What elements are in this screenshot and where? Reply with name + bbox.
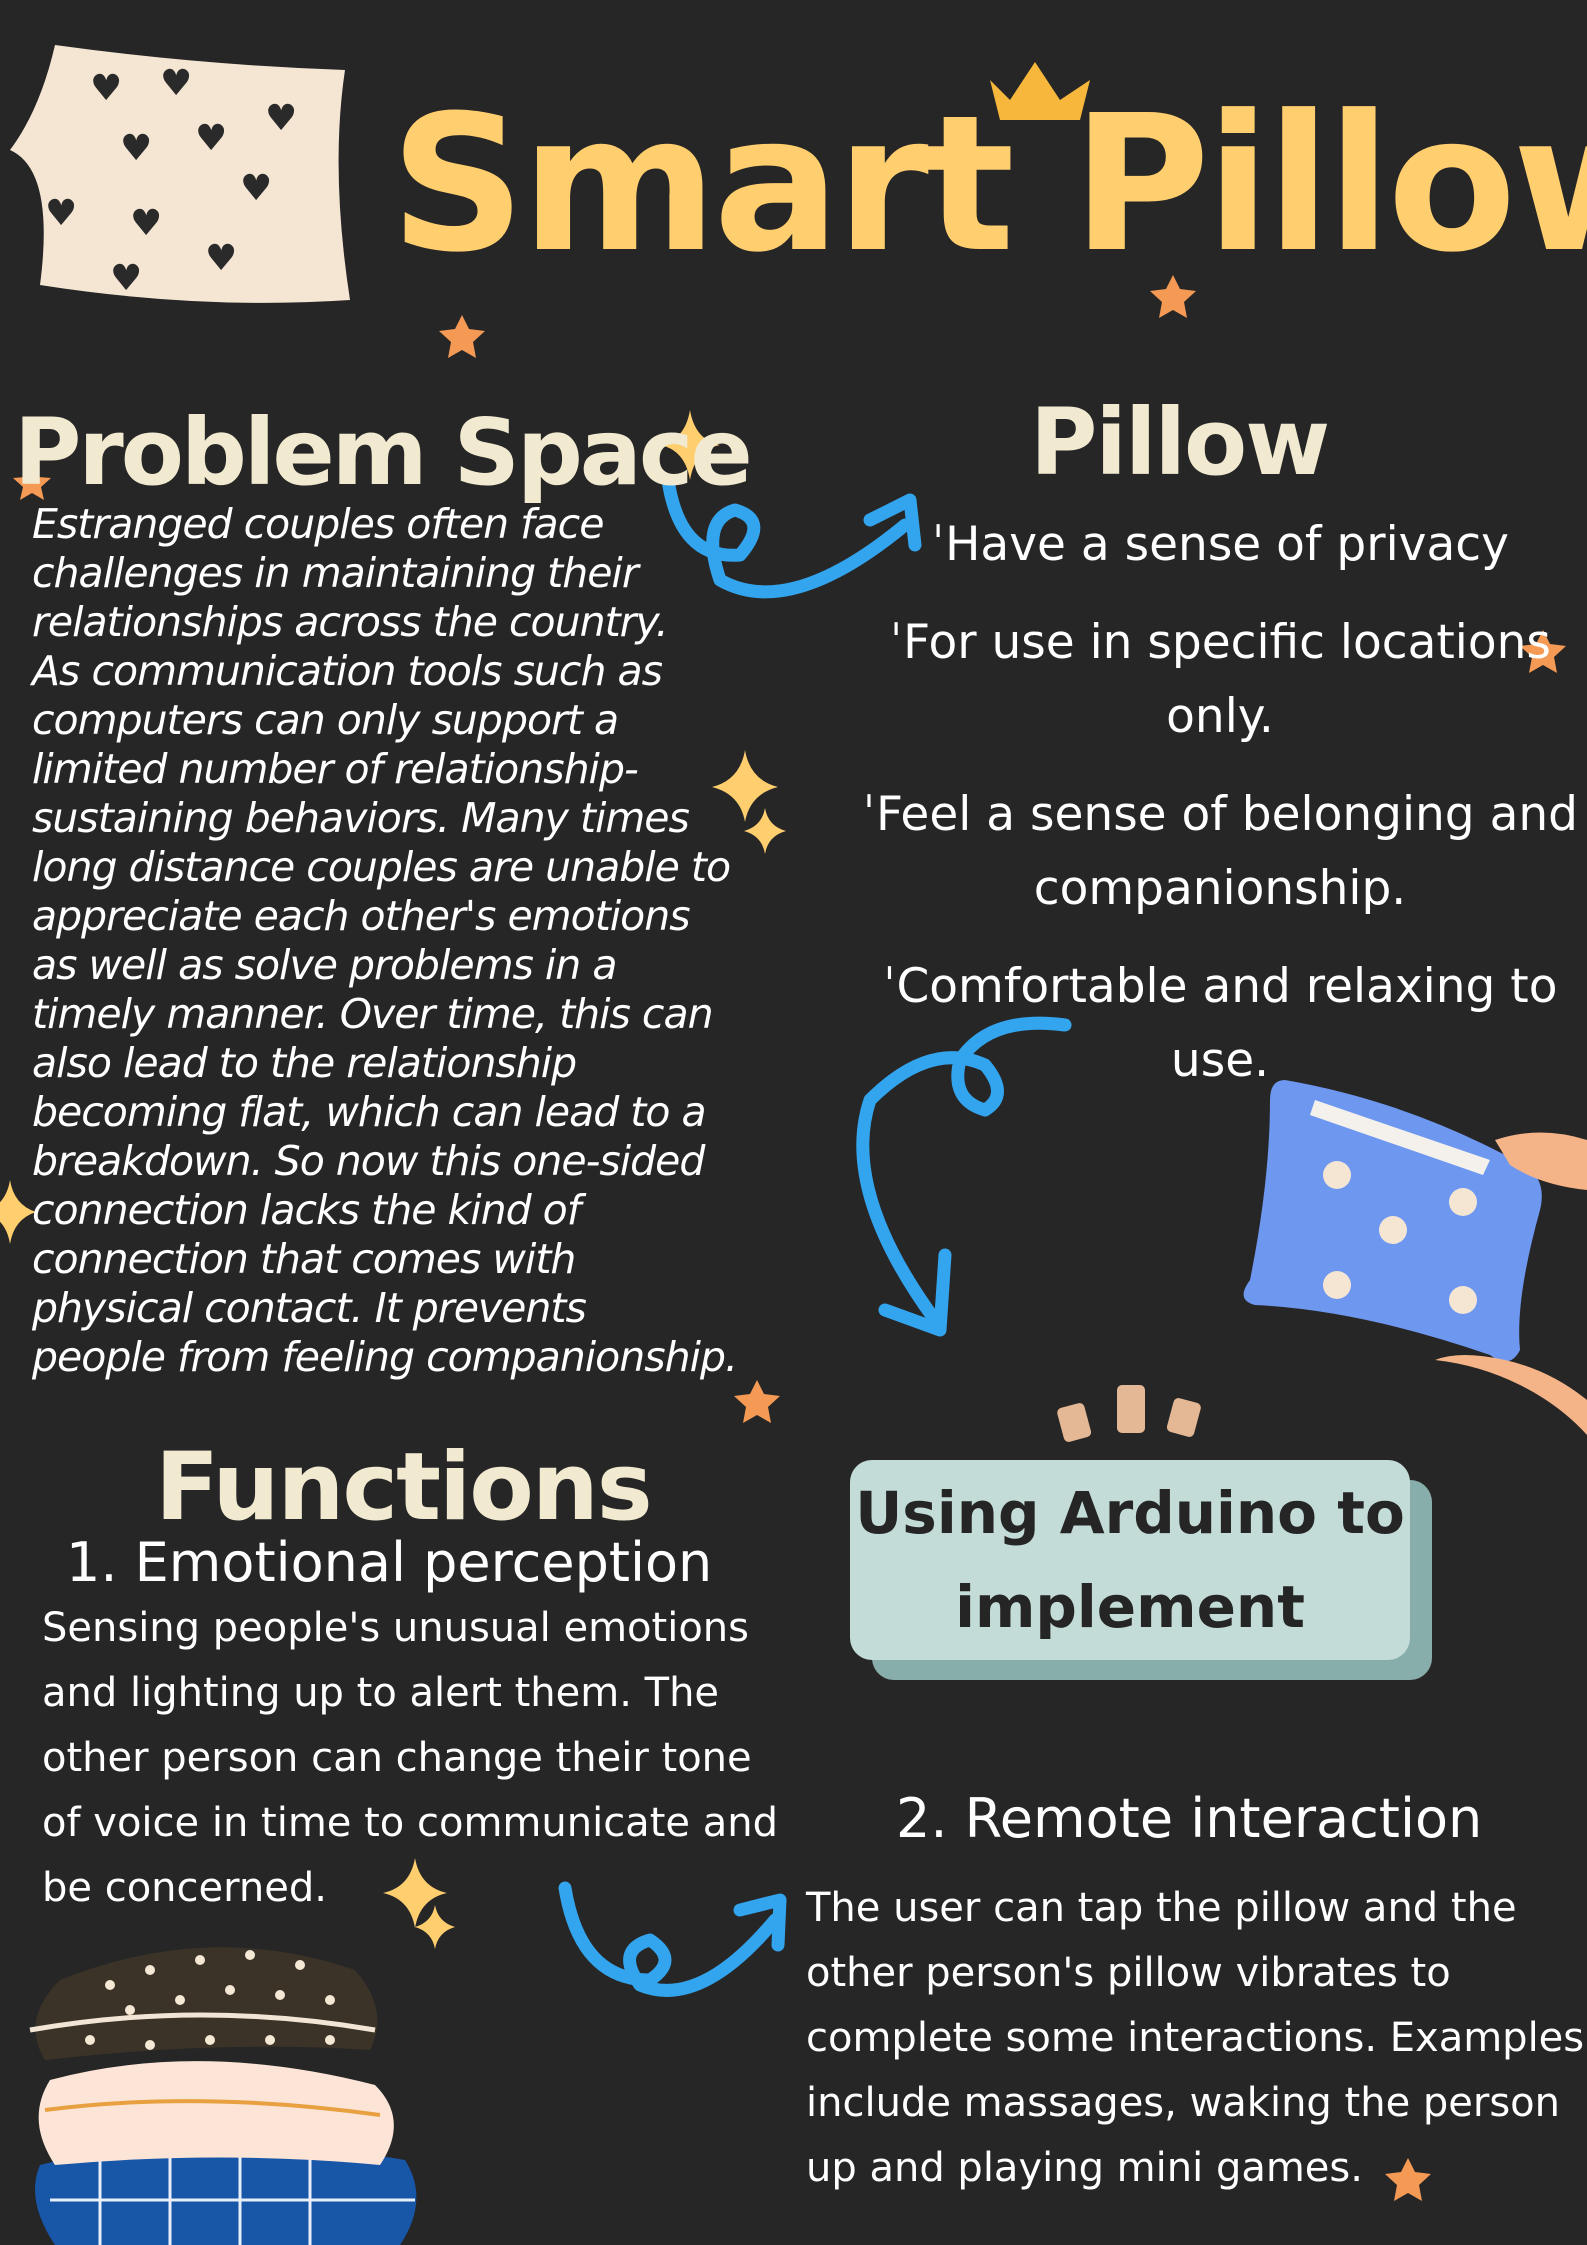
function-2-line: other person's pillow vibrates to (806, 1950, 1451, 1996)
svg-text:♥: ♥ (110, 258, 142, 299)
function-1-line: Sensing people's unusual emotions (42, 1605, 749, 1651)
arduino-implementation-box: Using Arduino to implement (850, 1460, 1410, 1660)
polka-dot-pillow-illustration (1243, 1080, 1587, 1435)
function-2-line: complete some interactions. Examples (806, 2015, 1585, 2061)
arduino-box-line: Using Arduino to (855, 1479, 1405, 1547)
heart-pillow-illustration: ♥ ♥ ♥ ♥ ♥ ♥ ♥ ♥ ♥ ♥ (10, 45, 350, 303)
problem-space-text: Estranged couples often face challenges … (32, 500, 792, 1382)
problem-line: computers can only support a (32, 696, 619, 744)
bullet-tick-icon: ˈ (862, 787, 876, 842)
function-2-line: include massages, waking the person (806, 2080, 1561, 2126)
pillow-heading: Pillow (1030, 389, 1330, 496)
problem-line: becoming flat, which can lead to a (32, 1088, 707, 1136)
pillow-feature-item: ˈFeel a sense of belonging and companion… (860, 778, 1580, 926)
problem-line: also lead to the relationship (32, 1039, 577, 1087)
problem-line: appreciate each other's emotions (32, 892, 691, 940)
arduino-box-line: implement (955, 1573, 1305, 1641)
sparkle-icons (0, 410, 786, 1949)
function-1-line: be concerned. (42, 1865, 327, 1911)
svg-text:♥: ♥ (265, 98, 297, 139)
function-1-title: 1. Emotional perception (66, 1531, 713, 1594)
functions-heading: Functions (155, 1433, 653, 1542)
problem-line: physical contact. It prevents (32, 1284, 587, 1332)
problem-line: challenges in maintaining their (32, 549, 639, 597)
pillow-feature-item: ˈComfortable and relaxing to use. (860, 950, 1580, 1098)
bullet-tick-icon: ˈ (931, 517, 945, 572)
svg-text:♥: ♥ (120, 128, 152, 169)
problem-line: people from feeling companionship. (32, 1333, 738, 1381)
function-2-line: The user can tap the pillow and the (806, 1885, 1517, 1931)
stacked-pillows-illustration (29, 1947, 417, 2245)
pillow-feature-item: ˈHave a sense of privacy (860, 508, 1580, 582)
svg-text:♥: ♥ (160, 63, 192, 104)
svg-text:♥: ♥ (195, 118, 227, 159)
svg-text:♥: ♥ (90, 68, 122, 109)
pillow-feature-text: For use in specific locations only. (903, 615, 1551, 744)
bullet-tick-icon: ˈ (889, 615, 903, 670)
pillow-feature-text: Feel a sense of belonging and companions… (875, 787, 1579, 916)
pillow-feature-text: Comfortable and relaxing to use. (896, 959, 1558, 1088)
problem-space-heading: Problem Space (14, 399, 753, 506)
function-1-line: of voice in time to communicate and (42, 1800, 778, 1846)
problem-line: connection that comes with (32, 1235, 576, 1283)
pillow-feature-item: ˈFor use in specific locations only. (860, 606, 1580, 754)
problem-line: timely manner. Over time, this can (32, 990, 714, 1038)
problem-line: long distance couples are unable to (32, 843, 731, 891)
function-1-body: Sensing people's unusual emotions and li… (42, 1596, 802, 1921)
problem-line: connection lacks the kind of (32, 1186, 581, 1234)
arrow-icons (558, 473, 1072, 1997)
problem-line: Estranged couples often face (32, 500, 604, 548)
function-2-title: 2. Remote interaction (896, 1787, 1483, 1850)
problem-line: As communication tools such as (32, 647, 663, 695)
svg-text:♥: ♥ (130, 203, 162, 244)
svg-text:♥: ♥ (205, 238, 237, 279)
function-1-line: and lighting up to alert them. The (42, 1670, 720, 1716)
pillow-feature-list: ˈHave a sense of privacy ˈFor use in spe… (860, 508, 1580, 1122)
problem-line: relationships across the country. (32, 598, 669, 646)
pillow-feature-text: Have a sense of privacy (945, 517, 1509, 572)
function-1-line: other person can change their tone (42, 1735, 752, 1781)
svg-text:♥: ♥ (240, 168, 272, 209)
page-title: Smart Pillow (390, 75, 1587, 294)
burst-decoration (1057, 1385, 1201, 1442)
problem-line: as well as solve problems in a (32, 941, 617, 989)
bullet-tick-icon: ˈ (883, 959, 896, 1014)
problem-line: breakdown. So now this one-sided (32, 1137, 705, 1185)
star-icons (13, 275, 1566, 2201)
crown-icon (990, 62, 1090, 120)
function-2-body: The user can tap the pillow and the othe… (806, 1876, 1586, 2201)
svg-text:♥: ♥ (45, 193, 77, 234)
problem-line: limited number of relationship- (32, 745, 639, 793)
problem-line: sustaining behaviors. Many times (32, 794, 690, 842)
function-2-line: up and playing mini games. (806, 2145, 1363, 2191)
